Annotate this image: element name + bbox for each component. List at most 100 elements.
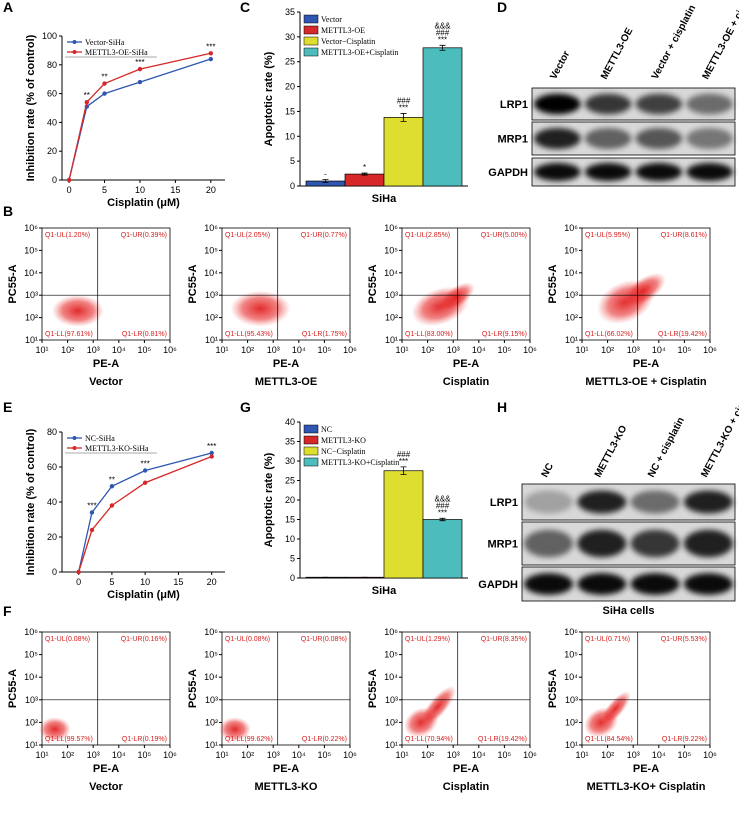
y-axis-label: Inhibition rate (% of control) — [25, 34, 37, 181]
data-point — [66, 177, 72, 183]
legend-label: NC-SiHa — [85, 434, 115, 443]
data-point — [89, 527, 95, 533]
series-line — [78, 455, 212, 573]
legend-swatch — [303, 424, 319, 434]
data-point — [209, 454, 214, 459]
y-axis-label: PC55-A — [7, 669, 19, 708]
y-tick-label: 10⁵ — [24, 245, 38, 255]
significance-label: *** — [438, 508, 447, 517]
legend-label: METTL3-OE — [321, 26, 365, 35]
density-cloud — [218, 717, 251, 742]
quadrant-label: Q1-LR(9.15%) — [482, 331, 527, 338]
y-tick-label: 15 — [285, 515, 295, 525]
quadrant-label: Q1-UR(0.77%) — [301, 232, 347, 239]
blot-band — [577, 490, 627, 514]
y-tick-label: 10¹ — [25, 740, 38, 750]
x-tick-label: 10⁵ — [138, 750, 152, 760]
x-tick-label: 10³ — [447, 750, 460, 760]
legend-marker — [72, 446, 77, 450]
bar — [383, 117, 424, 187]
x-tick-label: 10³ — [267, 345, 280, 355]
plot-caption: METTL3-KO+ Cisplatin — [587, 781, 706, 793]
quadrant-label: Q1-UR(5.53%) — [661, 636, 707, 643]
significance-label: *** — [399, 457, 408, 466]
blot-band — [686, 93, 733, 115]
y-tick-label: 10² — [565, 313, 578, 323]
blot-band — [584, 93, 632, 115]
error-bar — [439, 44, 446, 51]
legend-label: METTL3-KO+Cisplatin — [321, 458, 399, 467]
bar — [383, 470, 424, 579]
quadrant-label: Q1-LR(1.75%) — [302, 331, 347, 338]
y-tick-label: 10¹ — [25, 335, 38, 345]
x-axis-label: PE-A — [633, 358, 659, 370]
panel-letter: A — [3, 0, 13, 15]
y-tick-label: 10⁴ — [384, 672, 398, 682]
y-axis-label: Inhibition rate (% of control) — [25, 428, 37, 575]
y-tick-label: 10³ — [25, 290, 38, 300]
blot-band — [630, 529, 680, 558]
lane-label: Vector + cisplatin — [650, 3, 698, 81]
x-axis-label: PE-A — [273, 763, 299, 775]
y-tick-label: 25 — [285, 476, 295, 486]
blot-band — [584, 127, 632, 150]
x-tick-label: 10¹ — [35, 750, 48, 760]
x-tick-label: 10¹ — [215, 345, 228, 355]
y-tick-label: 10³ — [385, 290, 398, 300]
density-cloud — [230, 290, 291, 327]
panel-letter: D — [497, 0, 507, 15]
y-tick-label: 10¹ — [565, 740, 578, 750]
y-tick-label: 0 — [52, 567, 57, 577]
plot-caption: METTL3-KO — [255, 781, 318, 793]
x-tick-label: 10² — [601, 750, 614, 760]
x-tick-label: 10¹ — [575, 345, 588, 355]
blot-band — [524, 529, 574, 558]
x-tick-label: 0 — [67, 185, 72, 195]
blot-band — [683, 490, 733, 514]
panel-letter: B — [3, 203, 13, 219]
y-tick-label: 10 — [285, 131, 295, 141]
bar — [422, 519, 463, 579]
plot-frame — [221, 227, 351, 341]
legend-marker — [72, 436, 77, 440]
y-tick-label: 25 — [285, 57, 295, 67]
blot-band — [577, 529, 627, 558]
y-axis-label: Apoptotic rate (%) — [263, 51, 275, 146]
y-tick-label: 30 — [285, 456, 295, 466]
y-axis-label: PC55-A — [367, 264, 379, 303]
y-tick-label: 10² — [205, 717, 218, 727]
x-tick-label: 10³ — [87, 345, 100, 355]
y-tick-label: 60 — [47, 89, 57, 99]
density-cloud — [419, 685, 456, 728]
legend-swatch — [303, 457, 319, 467]
x-tick-label: 5 — [102, 185, 107, 195]
y-tick-label: 10¹ — [205, 335, 218, 345]
y-tick-label: 10¹ — [565, 335, 578, 345]
row-label: MRP1 — [487, 539, 518, 551]
x-tick-label: 10⁵ — [498, 345, 512, 355]
y-tick-label: 10¹ — [385, 335, 398, 345]
x-tick-label: 10⁴ — [472, 750, 486, 760]
x-tick-label: 10 — [140, 577, 150, 587]
y-tick-label: 10⁵ — [564, 245, 578, 255]
x-tick-label: SiHa — [372, 585, 397, 597]
x-tick-label: 10³ — [627, 750, 640, 760]
significance-label: *** — [140, 460, 149, 469]
y-tick-label: 10⁵ — [384, 650, 398, 660]
y-tick-label: 5 — [290, 554, 295, 564]
x-tick-label: 10¹ — [395, 345, 408, 355]
data-point — [102, 91, 107, 96]
quadrant-label: Q1-UR(5.00%) — [481, 232, 527, 239]
legend-label: NC — [321, 425, 332, 434]
y-tick-label: 5 — [290, 156, 295, 166]
y-tick-label: 20 — [47, 532, 57, 542]
y-tick-label: 10⁵ — [204, 650, 218, 660]
y-tick-label: 35 — [285, 7, 295, 17]
legend-label: METTL3-KO — [321, 436, 366, 445]
y-tick-label: 10¹ — [205, 740, 218, 750]
quadrant-label: Q1-UR(8.35%) — [481, 636, 527, 643]
quadrant-label: Q1-UL(0.71%) — [585, 636, 630, 643]
y-tick-label: 10³ — [25, 695, 38, 705]
legend-label: Vector-SiHa — [85, 38, 125, 47]
